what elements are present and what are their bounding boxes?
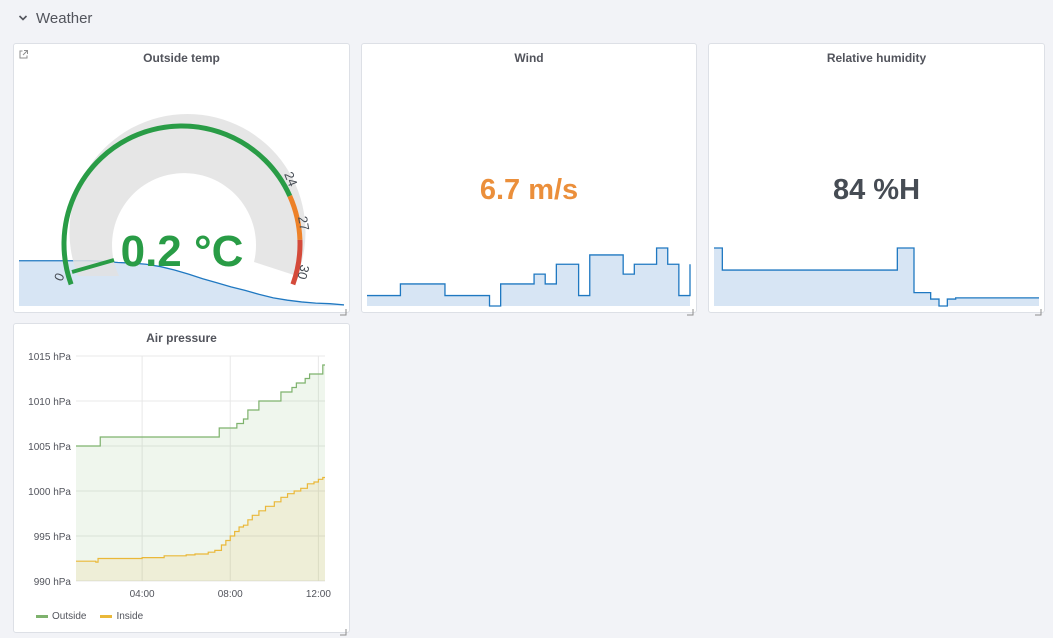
panel-air-pressure[interactable]: Air pressure 990 hPa 995 hPa 1000 hPa 1005 … [13, 323, 350, 636]
gauge-label-24: 24 [281, 170, 300, 189]
x-tick-label: 12:00 [306, 589, 331, 600]
legend-item-outside[interactable]: Outside [36, 611, 86, 622]
panel-title: Air pressure [146, 331, 217, 345]
legend-item-inside[interactable]: Inside [100, 611, 143, 622]
panel-wind[interactable]: Wind 6.7 m/s [361, 43, 697, 316]
gauge-threshold-arc [290, 239, 303, 286]
chevron-down-icon [16, 11, 30, 25]
humidity-value: 84 %H [832, 174, 921, 206]
gauge-threshold-arc [287, 194, 303, 241]
gauge-threshold-arcs [61, 123, 303, 286]
sparkline-line [367, 247, 691, 307]
gauge-background [69, 114, 306, 276]
chart-legend: Outside Inside [36, 611, 143, 622]
panel-title: Outside temp [143, 51, 220, 65]
gauge-label-30: 30 [294, 263, 312, 281]
gauge-value-text: 0.2 °C [121, 227, 244, 276]
sparkline-area [714, 248, 1039, 306]
y-tick-label: 1015 hPa [28, 352, 71, 363]
panel-outside-temp[interactable]: Outside temp 0 24 27 30 0.2 °C [13, 43, 350, 316]
air-pressure-chart: 990 hPa 995 hPa 1000 hPa 1005 hPa 1010 hPa 10… [28, 352, 331, 600]
row-collapse-toggle[interactable]: Weather [16, 8, 92, 28]
y-tick-label: 1000 hPa [28, 487, 71, 498]
legend-swatch [100, 615, 113, 618]
series-area-inside [76, 477, 325, 581]
x-tick-label: 08:00 [218, 589, 243, 600]
resize-handle[interactable] [1035, 303, 1042, 316]
legend-swatch [36, 615, 48, 618]
y-tick-label: 1005 hPa [28, 442, 71, 453]
panel-title: Wind [514, 51, 544, 65]
panel-relative-humidity[interactable]: Relative humidity 84 %H [708, 43, 1045, 316]
panel-title: Relative humidity [826, 51, 927, 65]
series-line-inside [76, 476, 325, 563]
row-title: Weather [36, 9, 93, 27]
x-tick-label: 04:00 [130, 589, 155, 600]
sparkline-area [367, 248, 690, 306]
wind-value: 6.7 m/s [479, 174, 579, 206]
resize-handle[interactable] [687, 303, 694, 316]
resize-handle[interactable] [340, 623, 347, 636]
legend-label: Outside [52, 611, 87, 622]
series-line-outside [76, 364, 325, 447]
humidity-sparkline [714, 247, 1039, 307]
resize-handle[interactable] [340, 303, 347, 316]
wind-sparkline [367, 247, 691, 307]
series-area-outside [76, 365, 325, 581]
external-link-icon[interactable] [18, 47, 29, 59]
gauge-value-needle [71, 258, 115, 274]
sparkline-line [714, 247, 1039, 307]
y-tick-label: 1010 hPa [28, 397, 71, 408]
y-tick-label: 995 hPa [34, 532, 72, 543]
gauge-threshold-arc [61, 123, 293, 286]
gauge-label-27: 27 [295, 215, 312, 232]
legend-label: Inside [116, 611, 144, 622]
outside-temp-visual: 0 24 27 30 0.2 °C [19, 114, 345, 306]
y-tick-label: 990 hPa [34, 577, 72, 588]
